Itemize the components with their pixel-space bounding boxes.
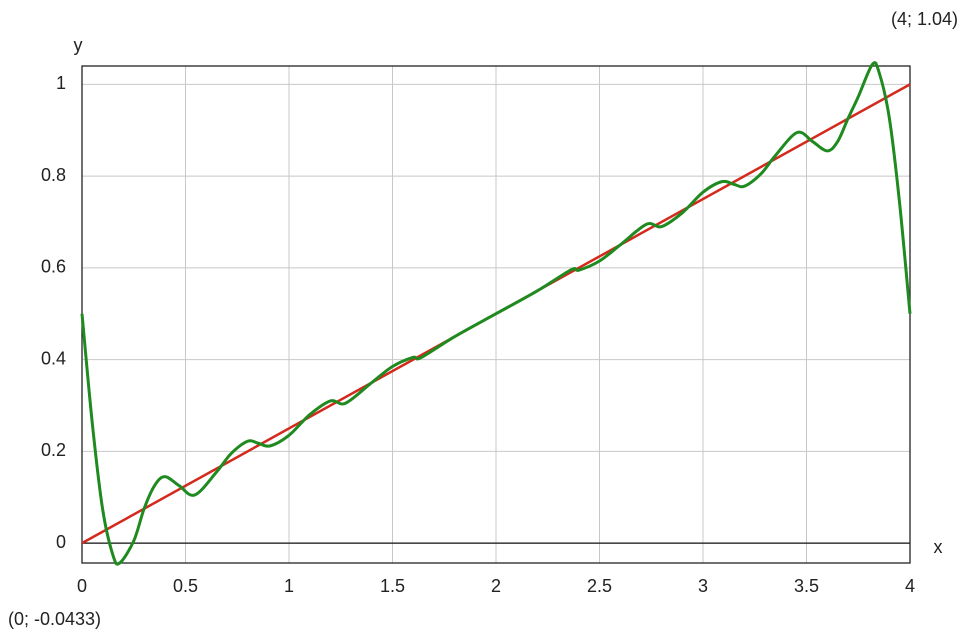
y-tick-label: 0.4 — [41, 348, 66, 368]
y-tick-label: 1 — [56, 73, 66, 93]
y-tick-label: 0.2 — [41, 440, 66, 460]
x-tick-label: 2 — [491, 576, 501, 596]
series-line — [80, 61, 912, 566]
corner-label: (0; -0.0433) — [8, 609, 101, 629]
x-tick-label: 0 — [77, 576, 87, 596]
corner-label: (4; 1.04) — [891, 9, 958, 29]
x-tick-label: 0.5 — [173, 576, 198, 596]
x-tick-label: 3.5 — [794, 576, 819, 596]
x-tick-label: 1 — [284, 576, 294, 596]
x-tick-label: 3 — [698, 576, 708, 596]
y-tick-label: 0 — [56, 532, 66, 552]
x-tick-label: 2.5 — [587, 576, 612, 596]
x-axis-label: x — [934, 537, 943, 557]
y-tick-label: 0.6 — [41, 257, 66, 277]
y-axis-label: y — [74, 35, 83, 55]
x-tick-label: 4 — [905, 576, 915, 596]
y-tick-label: 0.8 — [41, 165, 66, 185]
x-tick-label: 1.5 — [380, 576, 405, 596]
